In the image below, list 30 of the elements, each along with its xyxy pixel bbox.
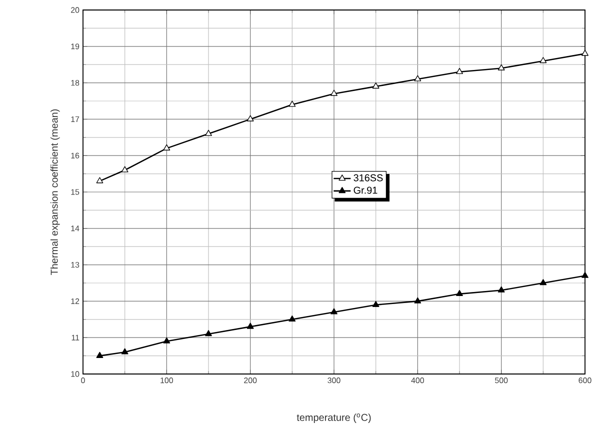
point [246, 115, 254, 122]
point [288, 315, 296, 322]
point [96, 177, 104, 184]
point [498, 64, 505, 70]
y-axis-title: Thermal expansion coefficient (mean) [50, 109, 60, 276]
point [582, 50, 588, 56]
point [330, 308, 338, 314]
point [163, 144, 170, 150]
point [540, 57, 547, 64]
point [372, 300, 380, 307]
point [330, 90, 338, 96]
point [414, 297, 422, 304]
point [414, 75, 422, 82]
point [456, 68, 463, 74]
point [372, 82, 380, 89]
legend-label: 316SS [354, 174, 383, 182]
point [288, 100, 296, 107]
point [456, 290, 463, 296]
point [121, 348, 128, 354]
point [540, 279, 547, 286]
point [582, 272, 588, 278]
point [163, 337, 170, 344]
point [121, 166, 128, 172]
point [498, 286, 505, 292]
point [246, 322, 254, 329]
legend-label: Gr.91 [354, 186, 378, 194]
point [205, 130, 212, 136]
x-axis-title: temperature ($^{o}$C) [296, 414, 371, 423]
point [96, 352, 104, 358]
point [205, 330, 212, 336]
